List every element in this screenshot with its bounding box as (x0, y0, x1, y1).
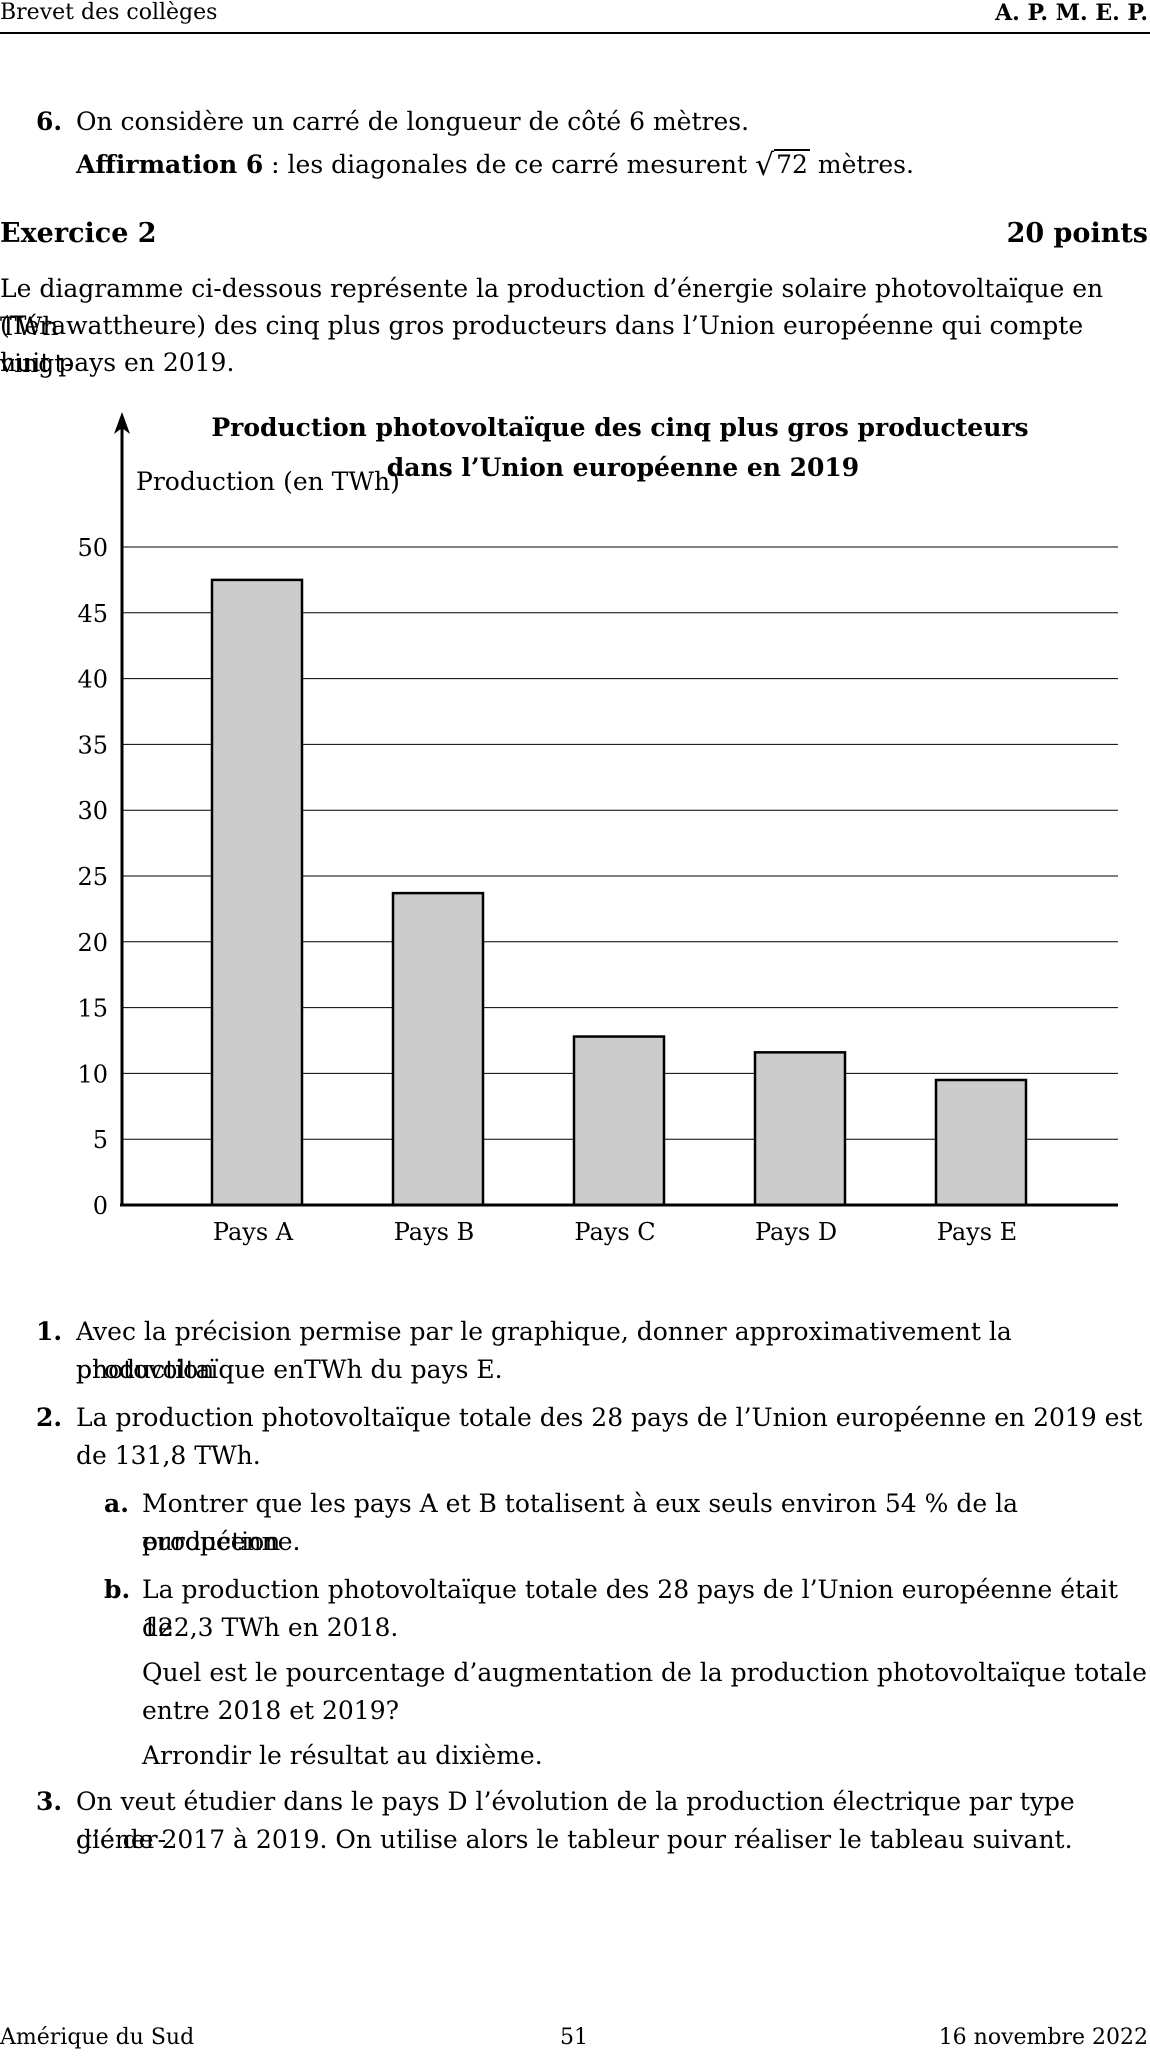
y-tick-label: 40 (77, 666, 108, 694)
sqrt-sign: √ (755, 148, 774, 183)
intro-line-3: huit pays en 2019. (0, 344, 234, 382)
q2b-line4: entre 2018 et 2019? (142, 1692, 399, 1730)
q3-number: 3. (36, 1783, 62, 1821)
header-left: Brevet des collèges (0, 0, 217, 25)
footer-right: 16 novembre 2022 (939, 2025, 1148, 2050)
chart-x-ticks: Pays A Pays B Pays C Pays D Pays E (213, 1218, 1017, 1246)
exercise-title: Exercice 2 (0, 218, 157, 249)
chart-y-ticks: 0 5 10 15 20 25 30 35 40 45 50 (77, 534, 108, 1220)
q6-line1: On considère un carré de longueur de côt… (76, 103, 749, 141)
q2b-line5: Arrondir le résultat au dixième. (142, 1737, 543, 1775)
q1-number: 1. (36, 1313, 62, 1351)
sqrt-argument: 72 (774, 149, 810, 179)
footer-left: Amérique du Sud (0, 2025, 194, 2050)
q6-number: 6. (36, 103, 62, 141)
y-tick-label: 35 (77, 731, 108, 759)
bar-pays-c (574, 1037, 664, 1205)
sqrt-expression: √72 (755, 146, 810, 184)
affirmation-label: Affirmation 6 (76, 150, 263, 179)
q3-line2: gie de 2017 à 2019. On utilise alors le … (76, 1821, 1073, 1859)
x-tick-label: Pays A (213, 1218, 294, 1246)
bar-pays-d (755, 1052, 845, 1205)
y-axis-label: Production (en TWh) (136, 467, 400, 496)
q2b-line3: Quel est le pourcentage d’augmentation d… (142, 1654, 1147, 1692)
exercise-points: 20 points (1007, 218, 1148, 249)
bar-chart: 05101520253035404550 Pays APays BPays CP… (0, 400, 1150, 1260)
q1-line2: photovoltaïque enTWh du pays E. (76, 1351, 503, 1389)
x-tick-label: Pays C (574, 1218, 655, 1246)
q2-line1: La production photovoltaïque totale des … (76, 1399, 1142, 1437)
y-tick-label: 15 (77, 995, 108, 1023)
q2-number: 2. (36, 1399, 62, 1437)
page-number: 51 (560, 2025, 588, 2050)
y-tick-label: 20 (77, 929, 108, 957)
header-right: A. P. M. E. P. (995, 0, 1148, 26)
y-tick-label: 25 (77, 863, 108, 891)
q2a-line2: européenne. (142, 1523, 300, 1561)
chart-title-line-1: Production photovoltaïque des cinq plus … (211, 413, 1028, 442)
bar-pays-b (393, 893, 483, 1205)
y-tick-label: 45 (77, 600, 108, 628)
bar-pays-a (212, 580, 302, 1205)
chart-bars (212, 580, 1026, 1205)
y-tick-label: 0 (93, 1192, 108, 1220)
affirmation-text: : les diagonales de ce carré mesurent (263, 150, 747, 179)
affirmation-end: mètres. (818, 150, 914, 179)
q2-line2: de 131,8 TWh. (76, 1437, 261, 1475)
y-tick-label: 50 (77, 534, 108, 562)
page-header: Brevet des collèges A. P. M. E. P. (0, 0, 1150, 34)
q2a-number: a. (104, 1485, 129, 1523)
y-tick-label: 30 (77, 797, 108, 825)
bar-pays-e (936, 1080, 1026, 1205)
x-tick-label: Pays D (755, 1218, 837, 1246)
x-tick-label: Pays E (937, 1218, 1017, 1246)
y-tick-label: 10 (77, 1060, 108, 1088)
chart-title-line-2: dans l’Union européenne en 2019 (387, 453, 859, 482)
q2b-number: b. (104, 1571, 130, 1609)
x-tick-label: Pays B (394, 1218, 475, 1246)
q6-affirmation: Affirmation 6 : les diagonales de ce car… (76, 146, 914, 184)
q2b-line2: 122,3 TWh en 2018. (142, 1609, 398, 1647)
y-tick-label: 5 (93, 1126, 108, 1154)
